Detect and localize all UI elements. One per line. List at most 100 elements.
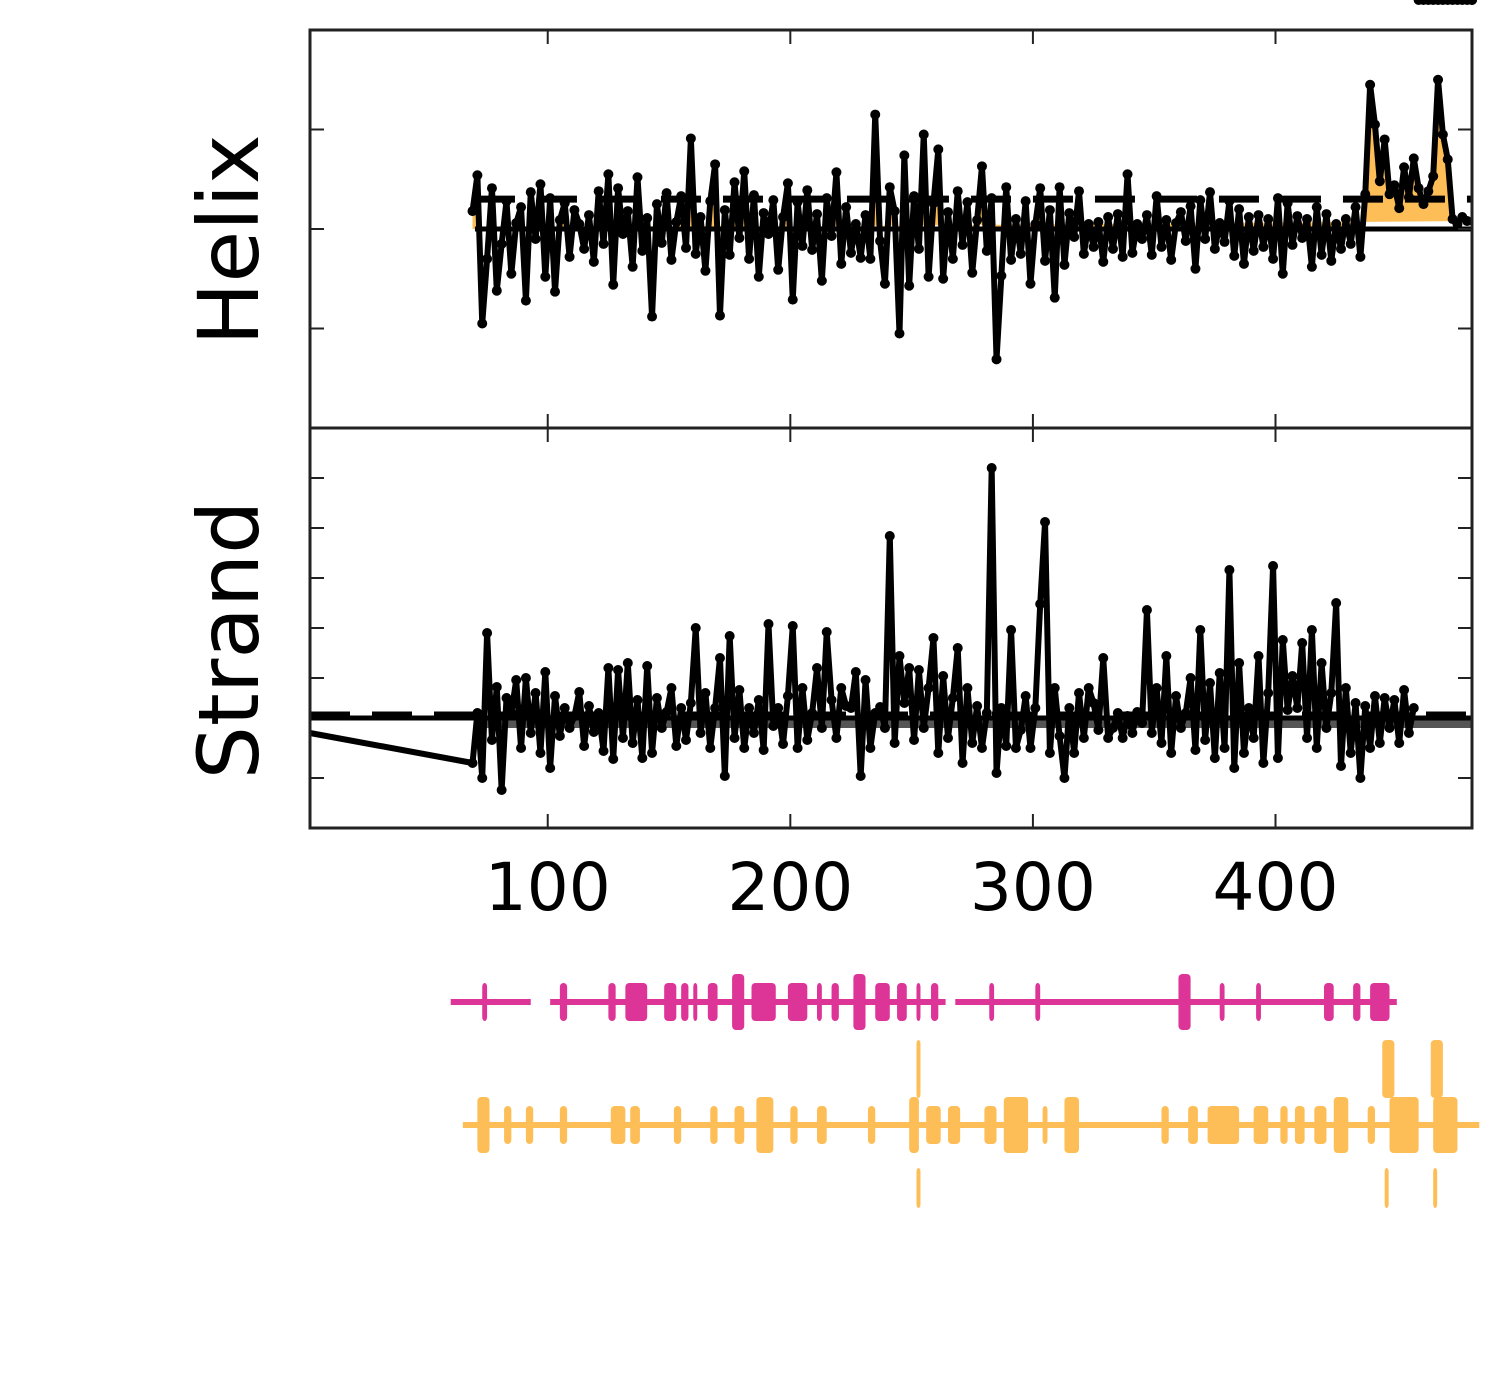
track-block (853, 974, 866, 1030)
track-block (1389, 1097, 1419, 1153)
data-point (535, 179, 546, 190)
data-point (540, 271, 551, 282)
data-point (1248, 245, 1259, 256)
data-point (1020, 196, 1031, 207)
data-point (511, 218, 522, 229)
data-point (928, 633, 939, 643)
data-point (1243, 703, 1254, 713)
track-flag (916, 1168, 921, 1208)
data-point (991, 354, 1002, 365)
data-point (1408, 153, 1419, 164)
data-point (967, 267, 978, 278)
data-point (821, 627, 832, 637)
data-point (1336, 243, 1347, 254)
track-block (630, 1106, 640, 1144)
data-point (763, 228, 774, 239)
data-point (758, 208, 769, 219)
data-point (1137, 718, 1148, 728)
data-point (1365, 743, 1376, 753)
data-point (875, 235, 886, 246)
data-point (1117, 251, 1128, 262)
data-point (695, 728, 706, 738)
data-point (516, 743, 527, 753)
data-point (719, 205, 730, 216)
data-point (773, 264, 784, 275)
data-point (865, 253, 876, 264)
data-point (894, 651, 905, 661)
data-point (744, 253, 755, 264)
track-block (831, 983, 839, 1021)
track-block (1314, 1106, 1327, 1144)
track-block (1003, 1097, 1029, 1153)
data-point (637, 245, 648, 256)
data-point (467, 758, 478, 768)
data-point (647, 748, 658, 758)
track-block (1324, 983, 1334, 1021)
data-point (1462, 216, 1473, 227)
data-point (1049, 292, 1060, 303)
data-point (836, 258, 847, 269)
data-point (928, 198, 939, 209)
panel-frame (308, 426, 1474, 830)
data-point (579, 243, 590, 254)
data-point (482, 253, 493, 264)
track-block (1042, 1106, 1048, 1144)
data-point (884, 182, 895, 193)
data-point (1059, 773, 1070, 783)
data-point (913, 665, 924, 675)
track-block (984, 1106, 997, 1144)
data-point (879, 723, 890, 733)
data-point (855, 252, 866, 263)
data-point (1127, 728, 1138, 738)
data-point (909, 191, 920, 202)
data-point (821, 193, 832, 204)
data-point (894, 328, 905, 339)
data-point (807, 244, 818, 255)
data-point (676, 191, 687, 202)
data-point (588, 727, 599, 737)
data-point (1180, 708, 1191, 718)
track-block (525, 1106, 534, 1144)
data-point (816, 723, 827, 733)
data-point (671, 741, 682, 751)
data-point (627, 738, 638, 748)
data-point (1214, 668, 1225, 678)
data-point (1331, 598, 1342, 608)
data-point (1340, 683, 1351, 693)
data-point (535, 748, 546, 758)
data-point (1035, 183, 1046, 194)
data-point (574, 687, 585, 697)
data-point (1156, 241, 1167, 252)
data-point (889, 738, 900, 748)
data-point (1433, 74, 1444, 85)
track-block (1333, 1097, 1349, 1153)
data-point (1350, 698, 1361, 708)
data-point (1195, 195, 1206, 206)
data-point (1025, 743, 1036, 753)
data-point (1282, 705, 1293, 715)
data-point (1345, 748, 1356, 758)
data-point (700, 265, 711, 276)
data-point (845, 247, 856, 258)
data-point (1394, 738, 1405, 748)
data-point (845, 703, 856, 713)
data-point (647, 311, 658, 322)
data-point (1306, 261, 1317, 272)
data-point (477, 318, 488, 329)
data-point (1064, 703, 1075, 713)
data-point (525, 728, 536, 738)
data-point (1054, 731, 1065, 741)
track-block (909, 1097, 919, 1153)
data-point (525, 187, 536, 198)
data-point (569, 711, 580, 721)
data-point (685, 698, 696, 708)
data-point (1054, 182, 1065, 193)
data-point (1360, 701, 1371, 711)
data-point (1399, 685, 1410, 695)
data-point (1418, 199, 1429, 210)
data-point (986, 463, 997, 473)
data-point (714, 653, 725, 663)
data-point (1132, 219, 1143, 230)
data-point (1263, 214, 1274, 225)
data-point (1365, 79, 1376, 90)
